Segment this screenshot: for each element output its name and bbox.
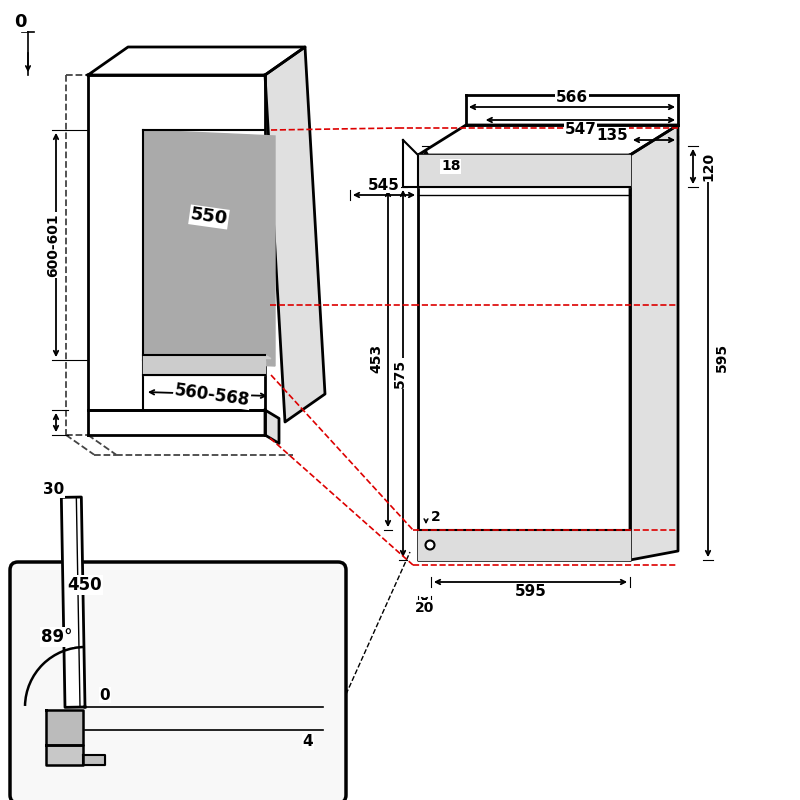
Polygon shape (83, 755, 105, 765)
FancyBboxPatch shape (10, 562, 346, 800)
Text: 600-601: 600-601 (46, 213, 60, 277)
Text: 18: 18 (441, 159, 461, 174)
Text: 4: 4 (302, 734, 314, 750)
Text: 545: 545 (368, 178, 400, 193)
Text: 547: 547 (565, 122, 596, 137)
Text: 595: 595 (715, 343, 729, 372)
Polygon shape (46, 745, 83, 765)
Text: 135: 135 (596, 127, 628, 142)
Polygon shape (265, 47, 325, 422)
Text: 450: 450 (67, 576, 102, 594)
Polygon shape (46, 710, 83, 745)
Text: 0: 0 (14, 13, 26, 31)
Text: 595: 595 (514, 585, 546, 599)
Polygon shape (143, 355, 265, 375)
Text: 575: 575 (393, 359, 407, 388)
Circle shape (426, 541, 434, 550)
Polygon shape (265, 410, 279, 443)
Polygon shape (88, 75, 265, 410)
Polygon shape (418, 155, 630, 560)
Text: 453: 453 (369, 344, 383, 373)
Polygon shape (62, 497, 85, 707)
Polygon shape (143, 130, 275, 366)
Polygon shape (418, 125, 678, 155)
Polygon shape (418, 530, 630, 560)
Polygon shape (418, 155, 630, 187)
Text: 0: 0 (99, 687, 110, 702)
Text: 550: 550 (189, 206, 229, 229)
Text: 120: 120 (701, 152, 715, 181)
Polygon shape (630, 125, 678, 560)
Text: 566: 566 (556, 90, 588, 105)
Text: 560-568: 560-568 (173, 381, 251, 409)
Polygon shape (403, 140, 418, 187)
Text: 20: 20 (415, 601, 434, 615)
Polygon shape (143, 355, 271, 358)
Polygon shape (88, 410, 265, 435)
Text: 30: 30 (43, 482, 65, 498)
Text: 89°: 89° (42, 628, 73, 646)
Polygon shape (88, 47, 305, 75)
Text: 2: 2 (431, 510, 441, 524)
